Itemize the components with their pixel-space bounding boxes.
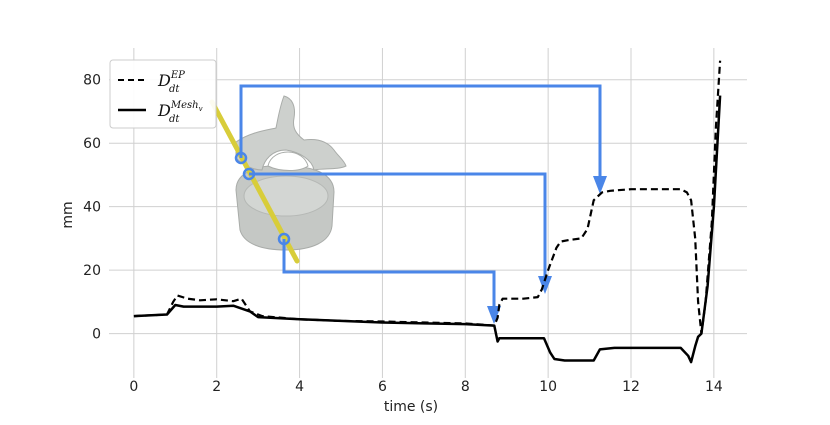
legend-mesh-main: D bbox=[157, 101, 171, 120]
legend-mesh-supsub: v bbox=[199, 105, 203, 113]
x-tick-label: 4 bbox=[295, 379, 304, 395]
legend: DEP dt DMeshv dt bbox=[109, 59, 217, 129]
marker-2 bbox=[242, 167, 256, 181]
connector-arrows bbox=[239, 84, 602, 310]
legend-entry-mesh: DMeshv dt bbox=[157, 100, 203, 125]
y-tick-label: 80 bbox=[83, 73, 101, 89]
needle-markers bbox=[234, 151, 291, 246]
y-tick-label: 20 bbox=[83, 263, 101, 279]
series-lines bbox=[133, 60, 722, 364]
legend-ep-main: D bbox=[157, 71, 171, 90]
y-tick-label: 60 bbox=[83, 136, 101, 152]
legend-ep-sup: EP bbox=[170, 70, 185, 81]
arrow-bottom bbox=[282, 239, 496, 310]
x-tick-label: 6 bbox=[378, 379, 387, 395]
arrowhead-top bbox=[593, 176, 607, 194]
series-line-mesh bbox=[133, 95, 722, 364]
arrowheads bbox=[487, 176, 607, 324]
x-tick-label: 8 bbox=[461, 379, 470, 395]
legend-mesh-sub: dt bbox=[169, 114, 180, 125]
arrow-middle bbox=[249, 172, 547, 280]
vertebra-foramen bbox=[267, 151, 309, 171]
x-tick-label: 2 bbox=[212, 379, 221, 395]
vertebra-arch bbox=[235, 95, 347, 171]
series-line-ep bbox=[133, 60, 722, 335]
marker-1 bbox=[234, 151, 248, 165]
y-tick-label: 40 bbox=[83, 200, 101, 216]
x-axis-label: time (s) bbox=[384, 399, 438, 415]
legend-ep-sub: dt bbox=[169, 84, 180, 95]
x-tick-label: 12 bbox=[622, 379, 640, 395]
legend-entry-ep: DEP dt bbox=[157, 70, 185, 95]
legend-mesh-sup: Mesh bbox=[170, 100, 199, 111]
grid bbox=[109, 48, 747, 378]
marker-3 bbox=[277, 232, 291, 246]
arrow-top bbox=[239, 84, 602, 180]
x-tick-label: 14 bbox=[705, 379, 723, 395]
y-tick-label: 0 bbox=[92, 327, 101, 343]
axis-ticks: 0 2 4 6 8 10 12 14 0 20 40 60 80 bbox=[83, 73, 723, 395]
x-tick-label: 0 bbox=[129, 379, 138, 395]
x-tick-label: 10 bbox=[539, 379, 557, 395]
arrowhead-middle bbox=[538, 276, 552, 294]
y-axis-label: mm bbox=[60, 201, 76, 228]
